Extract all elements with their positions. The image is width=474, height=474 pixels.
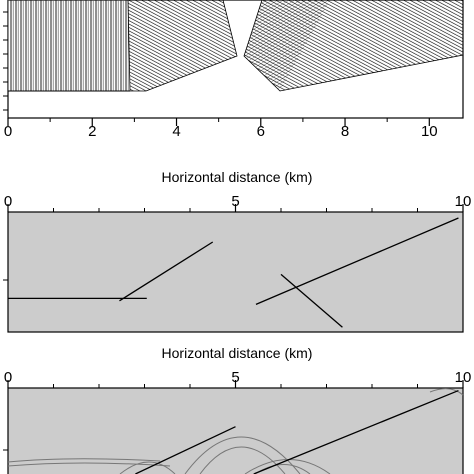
panel3-tick-label: 5 [231, 369, 239, 386]
panel3-tick-label: 0 [4, 369, 12, 386]
panel1-tick-label: 6 [257, 123, 265, 140]
artifact-arc-1 [7, 458, 161, 463]
panel3-dipping-reflector-right [253, 389, 459, 474]
panel3-tick-label: 10 [455, 369, 472, 386]
panel3-dipping-reflector-left [135, 426, 236, 474]
model-left-ticks [3, 11, 8, 111]
panel-model: 0 2 4 6 8 10 [3, 0, 464, 140]
panel2-x-axis: 0 5 10 [4, 193, 472, 212]
panel3-axis-title: Horizontal distance (km) [162, 345, 313, 361]
panel-migrated-image-1: Horizontal distance (km) 0 5 10 [3, 169, 472, 333]
panel1-tick-label: 2 [88, 123, 96, 140]
panel2-tick-label: 5 [231, 193, 239, 210]
panel3-migration-artifacts [7, 388, 464, 474]
panel-migrated-image-2: Horizontal distance (km) 0 5 10 [3, 345, 471, 474]
panel2-tick-label: 10 [455, 193, 472, 210]
artifact-arc-4 [199, 446, 286, 474]
panel2-crossing-reflector [280, 273, 343, 328]
panel1-tick-label: 0 [4, 123, 12, 140]
panel3-x-axis: 0 5 10 [4, 369, 472, 388]
panel1-tick-label: 8 [341, 123, 349, 140]
panel2-dipping-reflector-right [255, 217, 459, 305]
panel2-tick-label: 0 [4, 193, 12, 210]
dipping-block-left [127, 0, 238, 92]
panel2-events [8, 217, 459, 328]
panel3-frame [7, 387, 464, 474]
panel2-axis-title: Horizontal distance (km) [162, 169, 313, 185]
panel2-frame [7, 211, 464, 333]
artifact-arc-8 [429, 388, 464, 396]
panel1-tick-label: 4 [172, 123, 180, 140]
panel1-tick-label: 10 [421, 123, 438, 140]
panel2-dipping-reflector-left [119, 241, 214, 302]
panel3-events [135, 389, 459, 474]
model-x-axis: 0 2 4 6 8 10 [4, 118, 438, 140]
dipping-block-right-overlay [244, 0, 330, 91]
artifact-arc-5 [119, 461, 176, 474]
vertical-layered-block [8, 0, 130, 91]
artifact-arc-2 [7, 462, 171, 467]
